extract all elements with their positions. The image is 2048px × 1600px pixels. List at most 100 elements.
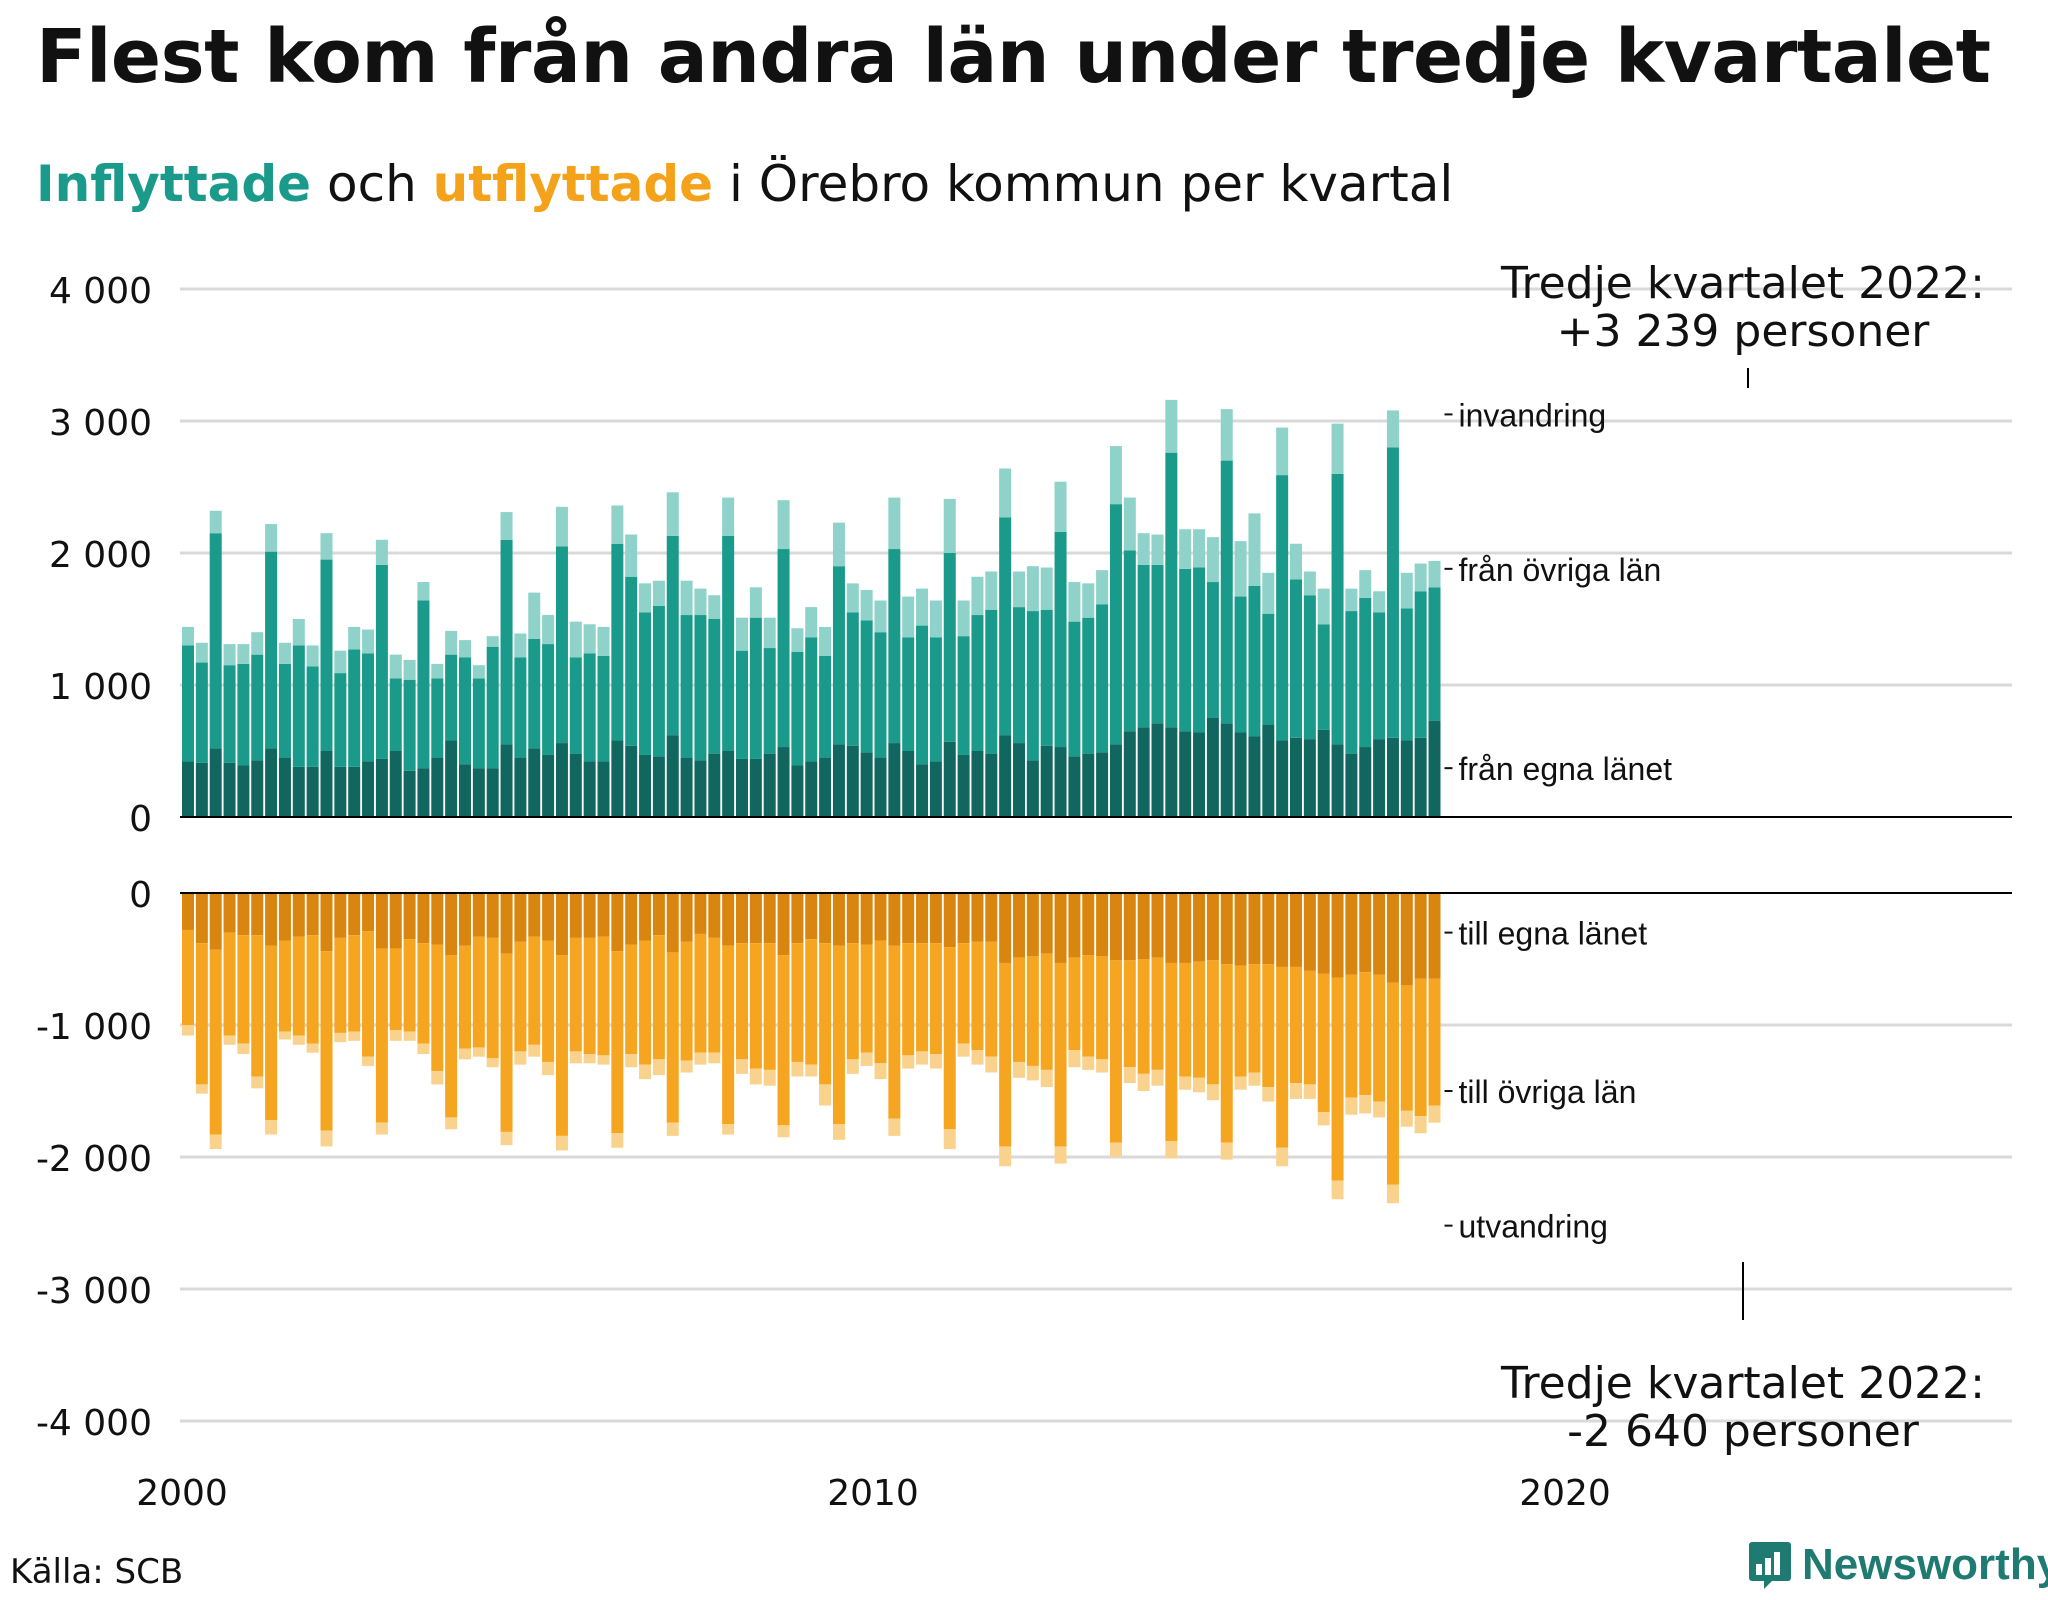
y-tick-label: 3 000 <box>49 403 152 444</box>
bar-out-2 <box>514 1051 527 1065</box>
bar-out-1 <box>1373 974 1386 1102</box>
bar-in-2 <box>1234 541 1247 597</box>
bar-out-2 <box>805 1064 818 1077</box>
bar-out-0 <box>1054 893 1067 963</box>
bar-in-0 <box>1373 739 1386 817</box>
bar-out-2 <box>763 1069 776 1086</box>
bar-out-1 <box>1179 962 1192 1077</box>
bar-in-2 <box>1303 571 1316 596</box>
bar-out-1 <box>625 944 638 1055</box>
bar-in-1 <box>1193 567 1206 733</box>
bar-out-1 <box>611 951 624 1134</box>
bar-in-0 <box>943 741 956 817</box>
bar-in-0 <box>514 757 527 817</box>
bar-in-0 <box>722 751 735 817</box>
bar-out-1 <box>1290 966 1302 1084</box>
bar-out-1 <box>1331 977 1344 1181</box>
bar-in-2 <box>1068 582 1081 622</box>
bar-in-1 <box>1096 604 1109 753</box>
bar-out-2 <box>445 1117 458 1130</box>
bar-in-2 <box>1428 560 1441 588</box>
bar-out-2 <box>334 1032 347 1043</box>
bar-out-1 <box>362 931 375 1057</box>
bar-in-1 <box>375 564 388 759</box>
bar-in-0 <box>1414 737 1427 817</box>
bar-in-2 <box>763 617 776 649</box>
bar-out-2 <box>625 1054 638 1068</box>
bar-in-2 <box>182 626 194 646</box>
bar-out-0 <box>431 893 444 945</box>
bar-in-1 <box>777 549 790 748</box>
bar-out-2 <box>611 1133 624 1148</box>
bar-in-2 <box>819 626 832 656</box>
bar-in-2 <box>514 633 527 658</box>
bar-in-0 <box>1151 723 1164 817</box>
bar-out-2 <box>389 1030 402 1041</box>
bar-in-0 <box>1013 743 1025 817</box>
bar-out-1 <box>805 939 818 1065</box>
bar-in-0 <box>985 753 998 817</box>
bar-out-1 <box>916 943 929 1052</box>
bar-in-2 <box>777 500 790 550</box>
bar-out-0 <box>1137 893 1150 959</box>
bar-out-0 <box>514 893 527 942</box>
source-credit: Källa: SCB <box>10 1552 184 1592</box>
bar-out-0 <box>694 893 707 934</box>
bar-out-0 <box>639 893 652 941</box>
bar-out-1 <box>583 937 596 1055</box>
bar-out-2 <box>1013 1061 1025 1078</box>
bar-in-0 <box>486 768 499 817</box>
bar-out-0 <box>832 893 845 946</box>
bar-out-0 <box>985 893 998 942</box>
bar-out-1 <box>1054 962 1067 1147</box>
bar-in-1 <box>237 663 250 766</box>
bar-out-1 <box>1386 982 1399 1185</box>
bar-out-1 <box>777 955 790 1126</box>
bar-in-1 <box>1345 611 1358 754</box>
bar-in-1 <box>514 657 527 758</box>
bar-out-0 <box>1068 893 1081 958</box>
bar-out-1 <box>1040 953 1053 1070</box>
bar-in-0 <box>971 751 984 817</box>
bar-in-2 <box>708 595 721 619</box>
bar-in-0 <box>1400 740 1413 817</box>
bar-out-0 <box>1248 893 1261 965</box>
y-tick-label: 2 000 <box>49 535 152 576</box>
bar-in-0 <box>348 766 361 817</box>
segment-label-out: utvandring <box>1459 1209 1608 1245</box>
bar-out-2 <box>1290 1083 1302 1099</box>
bar-in-0 <box>1096 752 1109 817</box>
bar-in-0 <box>1359 747 1372 817</box>
bar-in-2 <box>860 589 873 621</box>
bar-out-0 <box>652 893 665 936</box>
bar-out-0 <box>680 893 693 942</box>
bar-in-1 <box>819 655 832 758</box>
bar-out-2 <box>320 1130 333 1147</box>
bar-out-1 <box>639 940 652 1065</box>
bar-out-0 <box>1359 893 1372 973</box>
bar-out-2 <box>860 1052 873 1066</box>
bar-out-2 <box>597 1055 610 1065</box>
bar-in-1 <box>1123 550 1136 732</box>
bar-in-0 <box>749 758 762 817</box>
bar-in-2 <box>902 596 915 638</box>
bar-out-0 <box>334 893 347 938</box>
bar-in-2 <box>666 492 679 536</box>
bar-out-2 <box>362 1056 375 1066</box>
bar-in-2 <box>431 663 444 679</box>
bar-out-1 <box>569 937 582 1052</box>
bar-out-1 <box>819 943 832 1085</box>
bar-in-2 <box>223 644 236 666</box>
bar-out-2 <box>1179 1076 1192 1090</box>
bar-out-2 <box>819 1084 832 1106</box>
bar-in-1 <box>597 655 610 762</box>
bar-out-0 <box>486 893 499 938</box>
bar-out-0 <box>971 893 984 942</box>
y-tick-label: -2 000 <box>36 1139 152 1180</box>
bar-in-1 <box>278 663 291 758</box>
bar-out-1 <box>791 943 804 1062</box>
bar-in-1 <box>1331 473 1344 745</box>
y-tick-label: -3 000 <box>36 1271 152 1312</box>
bar-in-1 <box>943 553 956 742</box>
bar-in-2 <box>1345 588 1358 612</box>
